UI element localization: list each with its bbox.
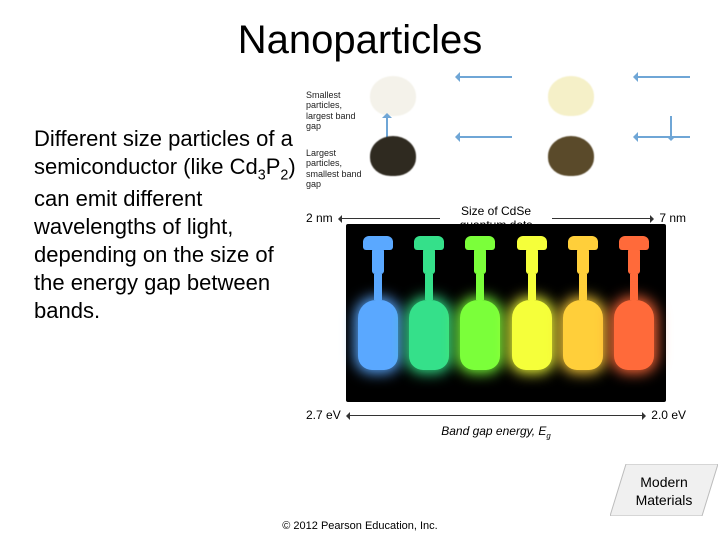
powder-pile	[548, 136, 594, 176]
arrow-left-icon	[634, 76, 690, 78]
corner-line2: Materials	[610, 492, 718, 508]
vial	[561, 236, 605, 390]
powders-top	[370, 76, 720, 116]
vials-photo	[346, 224, 666, 402]
powder-pile	[548, 76, 594, 116]
size-axis-left: 2 nm	[306, 211, 333, 225]
slide-title: Nanoparticles	[0, 18, 720, 63]
axis-arrow-icon	[339, 218, 440, 219]
copyright: © 2012 Pearson Education, Inc.	[0, 520, 720, 532]
energy-label-text: Band gap energy,	[441, 424, 538, 438]
powder-pile	[370, 76, 416, 116]
powder-row-bottom	[306, 136, 686, 176]
vial	[458, 236, 502, 390]
corner-badge: Modern Materials	[610, 464, 718, 516]
powder-pile	[370, 136, 416, 176]
body-text-part3: ) can emit different wavelengths of ligh…	[34, 154, 296, 323]
vial	[510, 236, 554, 390]
energy-axis: 2.7 eV 2.0 eV	[306, 408, 686, 422]
axis-arrow-icon	[347, 415, 646, 416]
body-text-part2: P	[266, 154, 281, 179]
axis-arrow-icon	[552, 218, 653, 219]
body-text: Different size particles of a semiconduc…	[34, 125, 302, 326]
arrow-left-icon	[456, 76, 512, 78]
arrow-left-icon	[456, 136, 512, 138]
energy-label-sub: g	[546, 431, 550, 440]
corner-line1: Modern	[610, 474, 718, 490]
arrow-up-icon	[386, 114, 388, 138]
powders-bottom	[370, 136, 720, 176]
parallelogram-icon	[610, 464, 718, 516]
arrow-left-icon	[634, 136, 690, 138]
figure: Smallest particles, largest band gap Lar…	[306, 72, 686, 462]
vial	[356, 236, 400, 390]
energy-axis-label: Band gap energy, Eg	[306, 424, 686, 440]
powder-row-top	[306, 76, 686, 116]
size-axis-right: 7 nm	[659, 211, 686, 225]
slide: Nanoparticles Different size particles o…	[0, 0, 720, 540]
vial	[612, 236, 656, 390]
body-text-part1: Different size particles of a semiconduc…	[34, 126, 293, 179]
energy-axis-left: 2.7 eV	[306, 408, 341, 422]
energy-axis-right: 2.0 eV	[651, 408, 686, 422]
vial	[407, 236, 451, 390]
sub-3: 3	[258, 168, 266, 184]
